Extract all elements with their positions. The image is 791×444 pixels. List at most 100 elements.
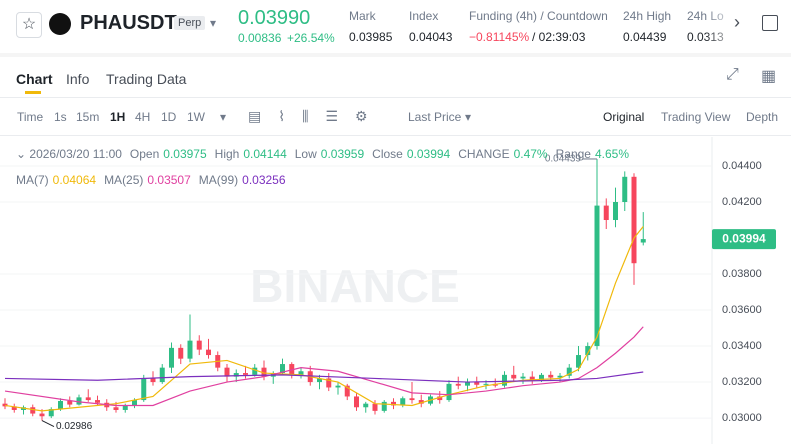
candle-body [548,374,554,378]
candle-body [594,205,600,347]
ohlc-label: Open [129,147,160,161]
interval[interactable]: 1W [187,110,205,124]
y-tick-label: 0.03000 [722,412,762,424]
ohlc-label: Range [555,147,591,161]
ohlc-label: Close [372,147,403,161]
candle-body [178,347,184,359]
ohlc-label: Low [294,147,317,161]
symbol[interactable]: PHAUSDT [80,12,177,34]
ohlc-label: High [214,147,240,161]
view-option[interactable]: Trading View [661,110,731,124]
change: 0.00836 [238,31,282,45]
candle-body [539,374,544,381]
interval[interactable]: 1H [110,110,126,124]
ohlc-value: 0.47% [513,147,548,161]
stat-value: 0.04439 [623,30,667,44]
candle-body [585,346,591,356]
last-price-tag [712,229,776,250]
ohlc-value: 0.04144 [243,147,287,161]
ohlc-label: CHANGE [458,147,510,161]
ohlc-value: 0.03959 [320,147,365,161]
candle-body [317,378,322,383]
price: 0.03990 [238,7,311,29]
symbol-caret[interactable]: ▾ [210,16,217,30]
candle-body [446,383,452,401]
next-arrow[interactable]: › [734,12,740,32]
view-option[interactable]: Original [603,110,645,124]
interval[interactable]: 15m [76,110,100,124]
y-tick-label: 0.03200 [722,376,762,388]
candle-body [520,376,526,379]
candle-body [252,367,258,375]
candle-body [150,378,156,383]
tab[interactable]: Trading Data [106,71,187,87]
candle-body [132,400,137,406]
low-marker-line [41,420,55,428]
candle-body [344,385,350,397]
candle-body [502,374,507,386]
candle-body [566,367,572,376]
interval[interactable]: 1D [161,110,177,124]
candle-body [67,400,73,405]
candle-body [483,383,489,385]
grid-icon[interactable]: ▦ [761,68,777,85]
candle-body [224,367,230,377]
candle-body [631,176,637,264]
ma-name: MA(99) [198,173,239,187]
stat-label: Mark [349,9,376,23]
tab[interactable]: Info [66,71,90,87]
caret[interactable]: ▾ [220,110,227,124]
candle-body [261,367,267,377]
favorite[interactable]: ☆ [16,12,42,38]
candle-body [363,403,369,408]
candle-body [613,202,618,221]
candle-body [280,364,285,374]
candle-body [141,378,147,401]
candle-body [169,347,174,368]
interval[interactable]: 4H [135,110,151,124]
candle-body [11,406,17,410]
layout-icon[interactable] [762,15,778,31]
candle-body [243,373,248,375]
fade [705,0,791,52]
ma-value: 0.04064 [52,173,97,187]
change-pct: +26.54% [287,31,335,45]
interval[interactable]: 1s [54,110,67,124]
view-option[interactable]: Depth [746,110,779,124]
candle-body [113,407,119,410]
low-marker-label: 0.02986 [56,421,93,432]
candle-body [391,401,396,406]
ma-value: 0.03256 [242,173,286,187]
toolbar-icons[interactable]: ▤⌇⫼☰⚙ [248,108,385,124]
y-tick-label: 0.04200 [722,196,762,208]
candle-body [418,400,424,404]
candle-body [622,176,628,203]
high-marker-label: 0.04439 [545,154,582,165]
candle-body [326,378,332,388]
candle-body [39,413,45,417]
candle-body [30,407,36,414]
candle-body [372,403,378,411]
expand-icon[interactable]: ⤢ [726,66,739,83]
collapse[interactable]: ⌄ [16,147,30,161]
tab[interactable]: Chart [16,71,53,87]
price-type[interactable]: Last Price [408,110,462,124]
ma-line [4,226,644,412]
stat-value: / 02:39:03 [532,30,586,44]
candle-body [354,396,359,408]
toolbar-divider [0,135,791,136]
candle-body [409,398,415,401]
candle-body [58,400,63,410]
candle-body [2,403,8,407]
interval[interactable]: Time [17,110,44,124]
ohlc-time: 2026/03/20 11:00 [29,147,122,161]
caret[interactable]: ▾ [465,110,472,124]
header-divider [0,53,791,57]
stat-label: 24h High [623,9,672,23]
logo [49,13,71,35]
candle-body [196,340,202,350]
candle-body [335,385,341,388]
ma-name: MA(25) [104,173,144,187]
